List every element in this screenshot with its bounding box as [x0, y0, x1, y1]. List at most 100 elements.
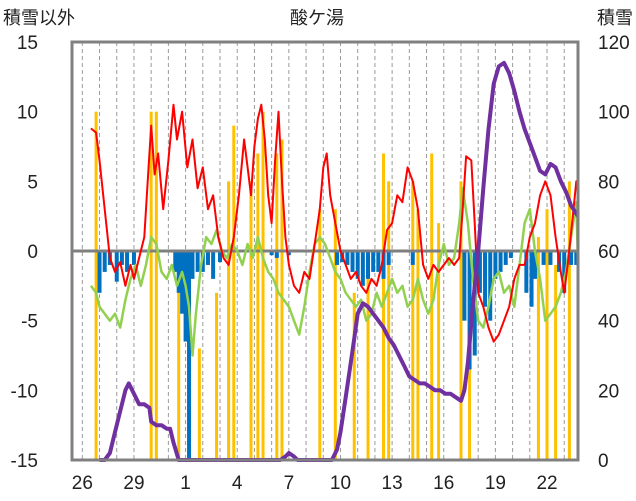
precip-bar — [366, 251, 370, 460]
snow-change-bar — [355, 251, 360, 279]
snow-change-bar — [574, 251, 579, 265]
snow-change-bar — [183, 251, 188, 342]
right-tick-label: 60 — [598, 242, 619, 263]
x-tick-label: 22 — [536, 473, 557, 494]
snow-change-bar — [335, 251, 340, 265]
snow-change-bar — [410, 251, 415, 265]
precip-bar — [333, 209, 337, 460]
snow-change-bar — [508, 251, 513, 258]
snow-change-bar — [462, 251, 467, 321]
max-temp-line — [90, 103, 578, 343]
snow-change-bar — [125, 251, 130, 272]
snow-change-bar — [366, 251, 371, 279]
snow-change-bar — [176, 251, 181, 293]
snow-depth-line — [99, 60, 580, 462]
snow-change-bar — [180, 251, 185, 314]
snow-change-bar — [477, 251, 482, 293]
x-tick-label: 13 — [382, 473, 403, 494]
precip-bar — [256, 153, 260, 460]
precip-bar — [567, 181, 571, 461]
snow-change-bar — [381, 251, 386, 279]
min-temp-line — [89, 187, 580, 357]
snow-change-bar — [569, 251, 574, 265]
snow-change-bar — [548, 251, 553, 265]
snow-change-bar — [187, 251, 192, 460]
right-tick-label: 40 — [598, 312, 619, 333]
precip-bar — [232, 125, 236, 460]
left-axis-ticks: 15 10 5 0 -5 -10 -15 — [11, 33, 38, 472]
snow-change-bar — [503, 251, 508, 265]
precip-bar — [94, 111, 98, 461]
precip-bar — [249, 181, 253, 461]
right-axis-label: 積雪 — [597, 8, 633, 29]
precip-bar — [468, 348, 472, 460]
precip-bar — [215, 292, 219, 460]
precip-bar — [280, 139, 284, 461]
snow-change-bar — [562, 251, 567, 293]
precip-bar — [459, 181, 463, 461]
snow-change-bar — [97, 251, 102, 293]
precip-bar — [545, 209, 549, 460]
x-tick-label: 19 — [485, 473, 506, 494]
snow-change-bar — [360, 251, 365, 286]
right-tick-label: 80 — [598, 172, 619, 193]
snow-change-bar — [195, 251, 200, 272]
snow-change-bar — [483, 251, 488, 307]
snow-change-bar — [386, 251, 391, 265]
right-tick-label: 20 — [598, 381, 619, 402]
snow-change-bar — [119, 251, 124, 265]
precip-bar — [352, 292, 356, 460]
right-tick-label: 100 — [598, 103, 630, 124]
left-tick-label: 0 — [27, 242, 38, 263]
right-axis-ticks: 120 100 80 60 40 20 0 — [598, 33, 630, 472]
snow-change-bar — [114, 251, 119, 282]
left-tick-label: -10 — [11, 381, 38, 402]
snow-change-bar — [286, 251, 291, 256]
precip-bar — [411, 181, 415, 461]
precip-bar — [275, 153, 279, 460]
precip-bar — [149, 111, 153, 461]
snow-change-bar — [376, 251, 381, 272]
precip-bar — [227, 181, 231, 461]
snow-change-bar — [102, 251, 107, 272]
x-tick-label: 7 — [284, 473, 295, 494]
x-tick-label: 16 — [433, 473, 454, 494]
snow-change-bar — [190, 251, 195, 279]
snow-change-bar — [218, 251, 223, 263]
x-tick-label: 29 — [123, 473, 144, 494]
snow-change-bar — [345, 251, 350, 265]
snow-change-bar — [467, 251, 472, 370]
snow-change-bar — [529, 251, 534, 307]
precip-bar — [177, 251, 181, 460]
x-tick-label: 26 — [72, 473, 93, 494]
precip-bar — [261, 111, 265, 461]
snow-change-bar — [131, 251, 136, 265]
snow-change-bar — [541, 251, 546, 265]
right-tick-label: 0 — [598, 451, 609, 472]
snow-change-bar — [498, 251, 503, 272]
x-tick-label: 4 — [232, 473, 243, 494]
precip-bar — [387, 181, 391, 461]
snow-change-bar — [269, 251, 274, 256]
right-tick-label: 120 — [598, 33, 630, 54]
left-tick-label: 15 — [17, 33, 38, 54]
precip-bar — [437, 223, 441, 460]
snow-change-bar — [524, 251, 529, 293]
chart-title: 酸ケ湯 — [290, 8, 344, 29]
left-tick-label: -5 — [21, 312, 38, 333]
x-axis-ticks: 26 29 1 4 7 10 13 16 19 22 — [72, 473, 558, 494]
snow-change-bar — [274, 251, 279, 258]
precip-bar — [318, 209, 322, 460]
precip-bar — [154, 111, 158, 461]
left-tick-label: 5 — [27, 172, 38, 193]
left-tick-label: 10 — [17, 103, 38, 124]
x-tick-label: 1 — [180, 473, 191, 494]
snow-change-bar — [350, 251, 355, 272]
precip-bar — [536, 237, 540, 460]
left-tick-label: -15 — [11, 451, 38, 472]
snow-change-bar — [532, 251, 537, 279]
precip-bar — [416, 209, 420, 460]
snow-change-bar — [371, 251, 376, 272]
x-tick-label: 10 — [330, 473, 351, 494]
